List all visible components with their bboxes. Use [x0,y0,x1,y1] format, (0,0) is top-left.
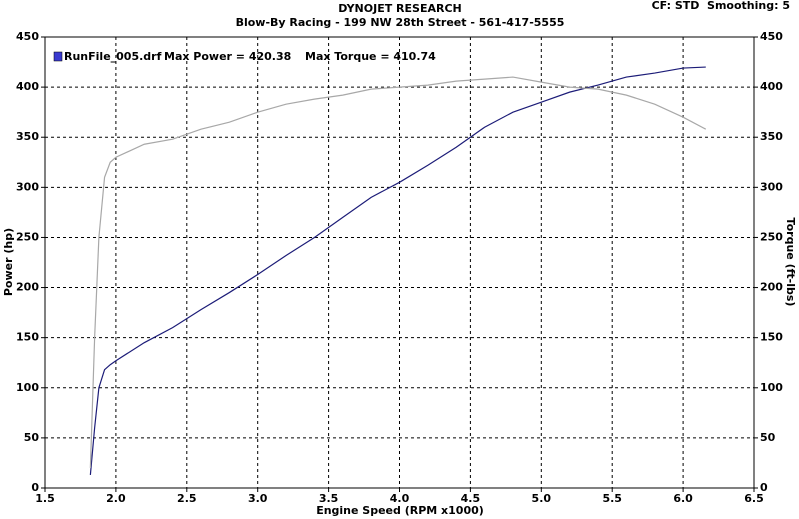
y2-axis-label: Torque (ft-lbs) [784,218,797,307]
x-tick-label: 4.0 [390,492,410,505]
y-tick-label: 100 [16,381,39,394]
data-line [89,66,706,476]
x-tick-label: 5.5 [602,492,622,505]
plot-area [44,36,755,489]
x-tick-label: 2.0 [106,492,126,505]
y2-tick-label: 150 [760,331,783,344]
y-tick-label: 250 [16,230,39,243]
x-tick-label: 3.0 [248,492,268,505]
x-tick-label: 5.0 [532,492,552,505]
chart-subtitle: Blow-By Racing - 199 NW 28th Street - 56… [236,16,565,29]
x-tick-label: 3.5 [319,492,339,505]
y-tick-label: 450 [16,30,39,43]
x-tick-label: 6.0 [673,492,693,505]
y-tick-label: 0 [31,481,39,494]
y2-tick-label: 100 [760,381,783,394]
settings-text: CF: STD Smoothing: 5 [652,0,790,12]
y2-tick-label: 400 [760,80,783,93]
y-tick-label: 200 [16,281,39,294]
chart-title: DYNOJET RESEARCH [338,2,461,15]
y2-tick-label: 0 [760,481,768,494]
y-tick-label: 400 [16,80,39,93]
y-tick-label: 350 [16,130,39,143]
y-tick-label: 50 [24,431,40,444]
x-axis-label: Engine Speed (RPM x1000) [316,504,484,517]
y2-tick-label: 300 [760,180,783,193]
legend-entry: RunFile_005.drf [64,50,162,63]
x-tick-label: 4.5 [461,492,481,505]
y-tick-label: 300 [16,180,39,193]
y2-tick-label: 250 [760,230,783,243]
data-line [89,76,707,468]
x-tick-label: 1.5 [35,492,55,505]
annotation: Max Torque = 410.74 [305,50,436,63]
y2-tick-label: 200 [760,281,783,294]
x-tick-label: 2.5 [177,492,197,505]
annotation: Max Power = 420.38 [164,50,291,63]
y2-tick-label: 450 [760,30,783,43]
y2-tick-label: 350 [760,130,783,143]
y-axis-label: Power (hp) [2,228,15,296]
y-tick-label: 150 [16,331,39,344]
x-tick-label: 6.5 [744,492,764,505]
legend-swatch [53,51,63,62]
y2-tick-label: 50 [760,431,776,444]
